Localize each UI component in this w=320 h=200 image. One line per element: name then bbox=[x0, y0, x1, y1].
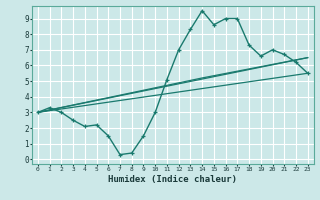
X-axis label: Humidex (Indice chaleur): Humidex (Indice chaleur) bbox=[108, 175, 237, 184]
